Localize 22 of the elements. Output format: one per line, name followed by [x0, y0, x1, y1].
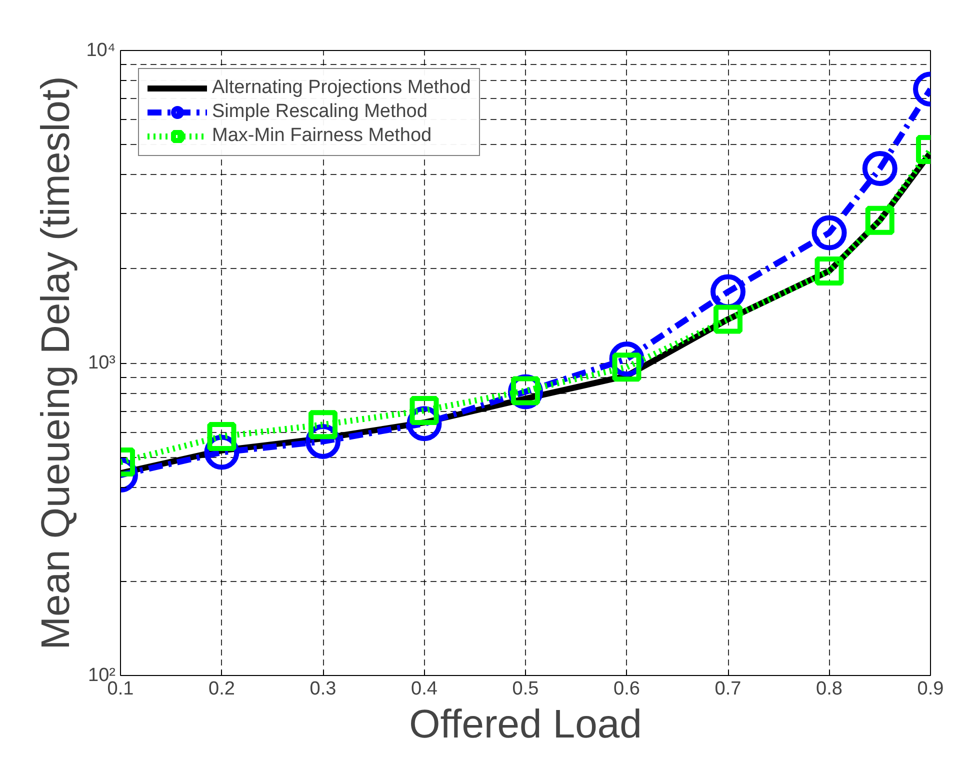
- x-tick-label: 0.2: [208, 678, 235, 700]
- x-tick-label: 0.6: [614, 678, 640, 700]
- point: [308, 410, 338, 440]
- y-tick-label: 10⁴: [86, 40, 116, 61]
- x-tick-label: 0.9: [917, 678, 944, 700]
- y-axis-title: Mean Queueing Delay (timeslot): [34, 76, 78, 650]
- point: [812, 215, 847, 250]
- legend-label: Max-Min Fairness Method: [212, 125, 432, 147]
- x-tick-label: 0.7: [714, 678, 742, 700]
- point: [814, 256, 844, 286]
- point: [207, 422, 236, 451]
- x-tick-label: 0.4: [411, 678, 438, 700]
- legend-label: Simple Rescaling Method: [212, 101, 428, 123]
- point: [714, 304, 742, 334]
- x-tick-label: 0.5: [512, 678, 539, 700]
- point: [862, 151, 898, 186]
- x-tick-label: 0.3: [310, 678, 336, 700]
- x-axis-title: Offered Load: [409, 702, 642, 746]
- x-tick-label: 0.8: [816, 678, 842, 700]
- point: [865, 206, 894, 235]
- y-tick-label: 10³: [88, 352, 116, 374]
- legend-label: Alternating Projections Method: [212, 77, 471, 99]
